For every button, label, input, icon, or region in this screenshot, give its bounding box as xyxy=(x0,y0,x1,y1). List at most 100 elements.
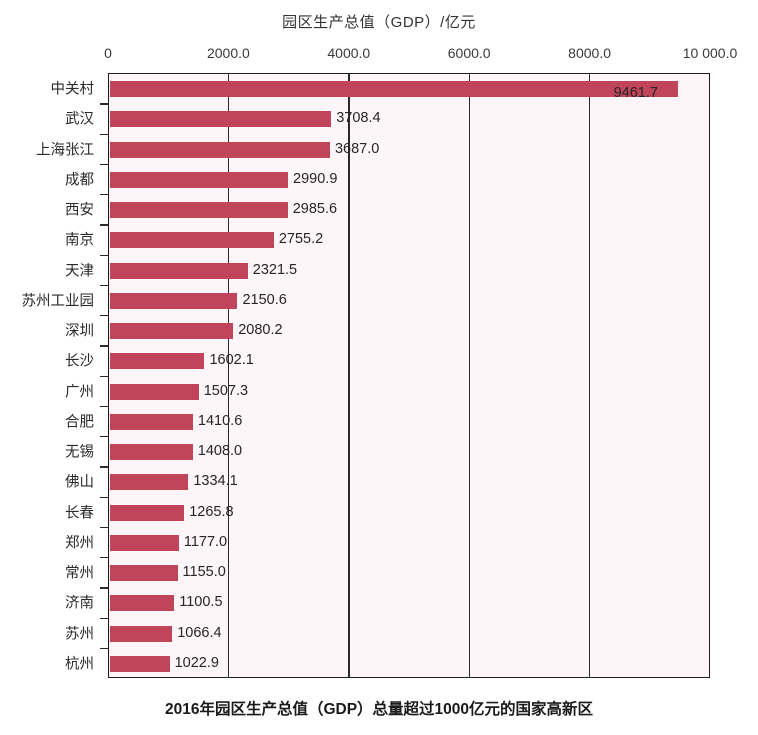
bar-value-label: 2985.6 xyxy=(292,201,338,218)
bar-value-label: 3687.0 xyxy=(334,140,380,157)
y-category-label-上海张江: 上海张江 xyxy=(36,142,94,159)
gridline-6000.0 xyxy=(468,74,470,677)
bar-value-label: 1507.3 xyxy=(203,382,249,399)
bar-济南[interactable] xyxy=(110,595,175,612)
bar-value-label: 1155.0 xyxy=(182,564,226,581)
y-axis-tick xyxy=(100,224,108,226)
bar-value-label: 3708.4 xyxy=(336,110,381,127)
bar-value-label: 2755.2 xyxy=(278,231,324,248)
y-category-label-长沙: 长沙 xyxy=(65,353,94,370)
y-category-label-天津: 天津 xyxy=(65,263,94,280)
bar-成都[interactable] xyxy=(110,171,289,188)
bar-value-label: 2321.5 xyxy=(252,261,298,278)
y-category-label-武汉: 武汉 xyxy=(65,111,94,128)
y-axis-tick xyxy=(100,345,108,347)
bar-value-label: 2150.6 xyxy=(242,291,287,308)
bar-value-label: 1410.6 xyxy=(197,412,243,429)
y-axis-tick xyxy=(100,526,108,529)
bar-value-label: 2990.9 xyxy=(293,170,338,187)
x-tick-label-0: 0 xyxy=(104,45,112,61)
bar-value-label: 2080.2 xyxy=(238,322,283,339)
x-tick-label-4: 8000.0 xyxy=(568,45,612,61)
bar-row: 1410.6 xyxy=(108,406,758,436)
bar-rows: 9461.7 3708.4 3687.0 2990.9 2985.6 2755.2 2321… xyxy=(108,73,758,678)
y-axis-tick xyxy=(100,617,108,619)
y-category-label-佛山: 佛山 xyxy=(65,474,94,491)
bar-row: 1155.0 xyxy=(108,557,758,587)
bar-value-label: 1265.8 xyxy=(189,503,234,520)
bar-row: 9461.7 xyxy=(108,73,758,103)
chart-caption: 2016年园区生产总值（GDP）总量超过1000亿元的国家高新区 xyxy=(164,701,594,718)
y-axis-tick xyxy=(100,254,108,256)
bar-value-label: 1022.9 xyxy=(174,654,219,671)
y-axis-tick xyxy=(100,163,108,166)
bar-row: 3687.0 xyxy=(108,134,758,164)
bar-苏州工业园[interactable] xyxy=(110,292,238,309)
bar-郑州[interactable] xyxy=(110,534,179,551)
y-category-label-苏州: 苏州 xyxy=(65,626,94,643)
y-category-label-无锡: 无锡 xyxy=(65,444,94,461)
bar-row: 1265.8 xyxy=(108,497,758,527)
bar-武汉[interactable] xyxy=(110,111,332,128)
y-axis-tick xyxy=(100,405,108,408)
y-category-label-合肥: 合肥 xyxy=(65,414,94,431)
bar-value-label: 1602.1 xyxy=(209,352,254,369)
bar-value-label: 9461.7 xyxy=(613,85,658,102)
y-category-label-济南: 济南 xyxy=(65,595,94,612)
bar-上海张江[interactable] xyxy=(110,141,330,158)
bar-row: 1334.1 xyxy=(108,466,758,496)
bar-苏州[interactable] xyxy=(110,625,173,642)
x-tick-label-5: 10 000.0 xyxy=(682,45,738,61)
y-axis-tick xyxy=(100,466,108,468)
bar-value-label: 1408.0 xyxy=(197,443,243,460)
bar-row: 2080.2 xyxy=(108,315,758,345)
y-axis-tick xyxy=(100,557,108,559)
y-axis-tick xyxy=(100,133,108,135)
x-axis-tick-labels: 0 2000.0 4000.0 6000.0 8000.0 10 000.0 xyxy=(0,45,758,65)
bar-row: 2321.5 xyxy=(108,255,758,285)
y-axis-tick xyxy=(100,647,108,650)
bar-value-label: 1100.5 xyxy=(179,594,223,611)
y-category-label-郑州: 郑州 xyxy=(65,535,94,552)
bar-row: 1408.0 xyxy=(108,436,758,466)
gridline-8000.0 xyxy=(589,74,591,677)
bar-value-label: 1177.0 xyxy=(183,533,228,550)
y-category-label-成都: 成都 xyxy=(65,172,94,189)
bar-row: 3708.4 xyxy=(108,103,758,133)
bar-row: 1022.9 xyxy=(108,648,758,678)
bar-杭州[interactable] xyxy=(110,655,170,672)
bar-长春[interactable] xyxy=(110,504,185,521)
bar-合肥[interactable] xyxy=(110,413,193,430)
bar-row: 2985.6 xyxy=(108,194,758,224)
bar-无锡[interactable] xyxy=(110,444,193,460)
bar-row: 1507.3 xyxy=(108,376,758,406)
bar-西安[interactable] xyxy=(110,202,288,218)
bar-广州[interactable] xyxy=(110,383,199,400)
y-axis-tick xyxy=(100,436,108,438)
bar-深圳[interactable] xyxy=(110,323,234,339)
bar-长沙[interactable] xyxy=(110,353,205,370)
bar-row: 2755.2 xyxy=(108,224,758,254)
y-category-label-杭州: 杭州 xyxy=(65,656,94,673)
y-axis-tick xyxy=(100,194,108,196)
y-category-label-西安: 西安 xyxy=(65,202,94,219)
bar-row: 2990.9 xyxy=(108,164,758,194)
y-category-label-深圳: 深圳 xyxy=(65,323,94,340)
bar-row: 1177.0 xyxy=(108,527,758,557)
y-axis-tick xyxy=(100,315,108,317)
y-axis-tick xyxy=(100,375,108,377)
y-category-label-长春: 长春 xyxy=(65,505,94,522)
bar-常州[interactable] xyxy=(110,565,178,581)
y-axis-tick xyxy=(100,103,108,105)
gridline-4000.0 xyxy=(348,74,350,677)
bar-中关村[interactable] xyxy=(110,81,678,97)
bar-南京[interactable] xyxy=(110,232,274,249)
bar-row: 1066.4 xyxy=(108,618,758,648)
y-axis-tick xyxy=(100,284,108,287)
x-tick-label-3: 6000.0 xyxy=(447,45,491,61)
x-tick-label-1: 2000.0 xyxy=(206,45,250,61)
bar-row: 1100.5 xyxy=(108,587,758,617)
bar-天津[interactable] xyxy=(110,262,248,279)
bar-佛山[interactable] xyxy=(110,474,189,491)
